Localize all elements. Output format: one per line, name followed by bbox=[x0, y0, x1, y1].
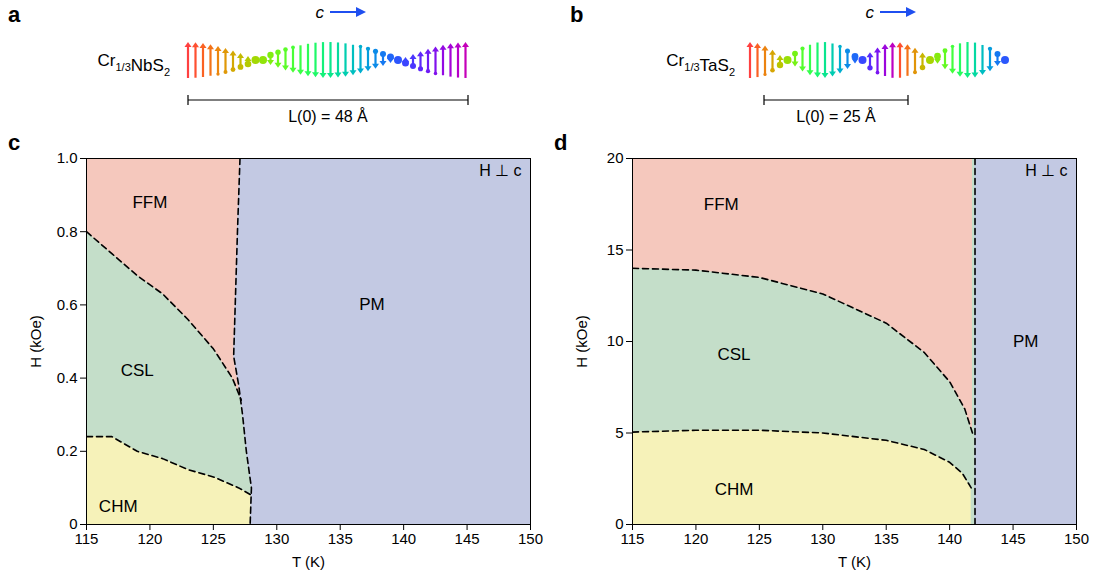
svg-text:130: 130 bbox=[810, 530, 835, 547]
svg-text:H (kOe): H (kOe) bbox=[27, 315, 44, 368]
svg-text:150: 150 bbox=[518, 530, 543, 547]
html-text:c: c bbox=[8, 130, 21, 155]
svg-text:125: 125 bbox=[201, 530, 226, 547]
svg-text:T (K): T (K) bbox=[838, 553, 871, 570]
svg-text:c: c bbox=[316, 3, 325, 22]
svg-text:135: 135 bbox=[874, 530, 899, 547]
svg-text:L(0) = 25 Å: L(0) = 25 Å bbox=[796, 107, 876, 125]
svg-text:150: 150 bbox=[1064, 530, 1089, 547]
svg-text:T (K): T (K) bbox=[292, 553, 325, 570]
svg-text:15: 15 bbox=[607, 241, 624, 258]
svg-text:Cr1/3TaS2: Cr1/3TaS2 bbox=[666, 51, 735, 78]
svg-text:120: 120 bbox=[137, 530, 162, 547]
svg-text:H ⊥ c: H ⊥ c bbox=[479, 162, 521, 179]
svg-text:20: 20 bbox=[607, 149, 624, 166]
svg-text:145: 145 bbox=[455, 530, 480, 547]
svg-text:H ⊥ c: H ⊥ c bbox=[1025, 162, 1067, 179]
svg-text:5: 5 bbox=[615, 424, 623, 441]
svg-text:140: 140 bbox=[937, 530, 962, 547]
svg-text:120: 120 bbox=[683, 530, 708, 547]
svg-text:H (kOe): H (kOe) bbox=[573, 315, 590, 368]
svg-text:CHM: CHM bbox=[715, 480, 754, 499]
svg-text:135: 135 bbox=[328, 530, 353, 547]
svg-text:125: 125 bbox=[747, 530, 772, 547]
svg-text:PM: PM bbox=[1013, 332, 1038, 351]
svg-text:CSL: CSL bbox=[717, 345, 750, 364]
svg-text:130: 130 bbox=[264, 530, 289, 547]
svg-text:FFM: FFM bbox=[132, 193, 167, 212]
svg-text:0.6: 0.6 bbox=[57, 296, 78, 313]
svg-text:FFM: FFM bbox=[704, 195, 739, 214]
svg-text:0.4: 0.4 bbox=[57, 369, 78, 386]
svg-text:1.0: 1.0 bbox=[57, 149, 78, 166]
svg-text:CSL: CSL bbox=[121, 361, 154, 380]
svg-text:145: 145 bbox=[1001, 530, 1026, 547]
svg-text:PM: PM bbox=[359, 295, 385, 314]
svg-text:b: b bbox=[570, 2, 583, 27]
svg-text:0: 0 bbox=[615, 515, 624, 533]
svg-text:CHM: CHM bbox=[99, 497, 138, 516]
svg-text:a: a bbox=[8, 2, 21, 27]
svg-text:0: 0 bbox=[69, 515, 78, 533]
svg-text:Cr1/3NbS2: Cr1/3NbS2 bbox=[98, 51, 170, 78]
svg-text:115: 115 bbox=[621, 530, 645, 547]
svg-text:115: 115 bbox=[75, 530, 99, 547]
svg-text:0.8: 0.8 bbox=[57, 223, 78, 240]
svg-text:10: 10 bbox=[607, 332, 624, 349]
svg-text:140: 140 bbox=[391, 530, 416, 547]
svg-text:L(0) = 48 Å: L(0) = 48 Å bbox=[288, 107, 368, 125]
svg-text:c: c bbox=[866, 3, 875, 22]
svg-text:0.2: 0.2 bbox=[57, 442, 78, 459]
html-text:d: d bbox=[554, 130, 568, 155]
